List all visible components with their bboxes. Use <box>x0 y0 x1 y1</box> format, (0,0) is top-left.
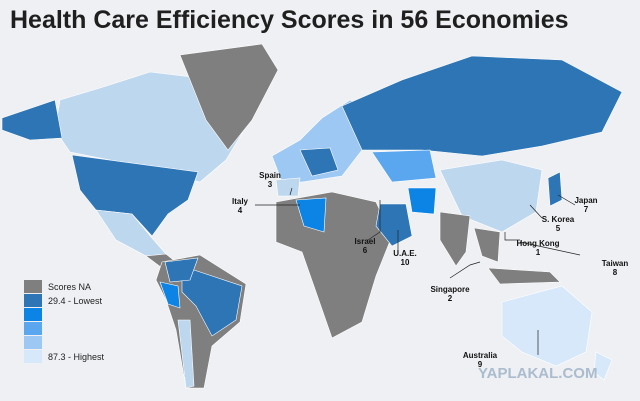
leader-spain <box>289 187 293 196</box>
leader-japan <box>557 194 576 206</box>
legend-swatch <box>24 308 42 321</box>
annotation-name: Italy <box>232 197 249 206</box>
leader-korea <box>529 204 543 219</box>
legend-swatch <box>24 350 42 363</box>
leader-taiwan <box>519 241 581 256</box>
leader-hongkong <box>504 232 520 241</box>
chile <box>177 319 195 389</box>
india <box>439 211 471 267</box>
southeast-asia <box>473 227 501 263</box>
legend-swatch <box>24 322 42 335</box>
colombia-venezuela <box>164 257 199 283</box>
leader-singapore <box>449 261 481 279</box>
greenland <box>179 43 279 151</box>
iberia <box>275 177 301 197</box>
legend-swatch <box>24 294 42 307</box>
indonesia <box>487 267 561 285</box>
annotation-name: Australia <box>463 351 498 360</box>
legend-label: 29.4 - Lowest <box>48 296 103 306</box>
saudi-arabia <box>375 203 413 247</box>
annotation-rank: 4 <box>238 206 243 215</box>
russia <box>341 55 623 157</box>
annotation-rank: 2 <box>448 294 453 303</box>
peru <box>159 281 181 309</box>
kazakhstan <box>371 149 437 183</box>
annotation-rank: 7 <box>584 205 589 214</box>
annotation-rank: 8 <box>613 268 618 277</box>
usa <box>71 154 199 237</box>
australia <box>501 285 593 367</box>
central-europe <box>299 147 339 177</box>
japan <box>547 171 563 207</box>
annotation-name: Japan <box>574 196 597 205</box>
annotation-rank: 3 <box>268 180 273 189</box>
alaska <box>1 99 63 141</box>
watermark: YAPLAKAL.COM <box>478 365 597 382</box>
algeria <box>295 197 327 233</box>
iran <box>407 187 437 215</box>
annotation-name: S. Korea <box>542 215 575 224</box>
annotation-name: Taiwan <box>602 259 629 268</box>
legend-label: Scores NA <box>48 282 91 292</box>
legend-swatch <box>24 280 42 293</box>
annotation-rank: 1 <box>536 248 541 257</box>
new-zealand <box>593 351 613 381</box>
legend-label: 87.3 - Highest <box>48 352 105 362</box>
annotation-rank: 10 <box>401 258 410 267</box>
annotation-name: Hong Kong <box>516 239 559 248</box>
leader-israel <box>367 200 381 241</box>
brazil <box>181 265 243 337</box>
title: Health Care Efficiency Scores in 56 Econ… <box>10 6 569 34</box>
annotation-rank: 6 <box>363 246 368 255</box>
annotation-name: Spain <box>259 171 281 180</box>
legend-swatch <box>24 336 42 349</box>
annotation-name: U.A.E. <box>393 249 417 258</box>
annotation-rank: 9 <box>478 360 483 369</box>
annotation-rank: 5 <box>556 224 561 233</box>
africa <box>275 191 393 339</box>
annotation-name: Israel <box>355 237 376 246</box>
annotation-name: Singapore <box>430 285 470 294</box>
